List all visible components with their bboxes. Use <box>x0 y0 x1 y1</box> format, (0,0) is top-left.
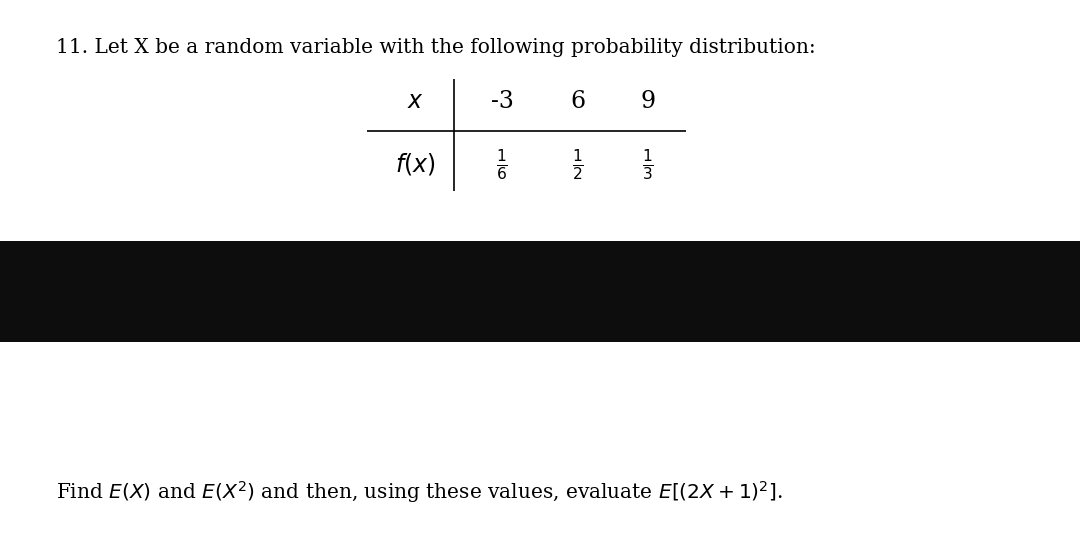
Text: 6: 6 <box>570 90 585 113</box>
Text: $\frac{1}{3}$: $\frac{1}{3}$ <box>642 147 654 182</box>
Text: 11. Let X be a random variable with the following probability distribution:: 11. Let X be a random variable with the … <box>56 38 815 57</box>
Text: $x$: $x$ <box>407 90 424 113</box>
Text: $\frac{1}{2}$: $\frac{1}{2}$ <box>571 147 584 182</box>
Bar <box>0 0 1080 241</box>
Bar <box>0 241 1080 342</box>
Text: -3: -3 <box>490 90 514 113</box>
Text: $\frac{1}{6}$: $\frac{1}{6}$ <box>496 147 509 182</box>
Text: Find $E(X)$ and $E(X^2)$ and then, using these values, evaluate $E[(2X + 1)^2]$.: Find $E(X)$ and $E(X^2)$ and then, using… <box>56 479 783 505</box>
Bar <box>0 342 1080 547</box>
Text: 9: 9 <box>640 90 656 113</box>
Text: $f(x)$: $f(x)$ <box>395 151 436 177</box>
